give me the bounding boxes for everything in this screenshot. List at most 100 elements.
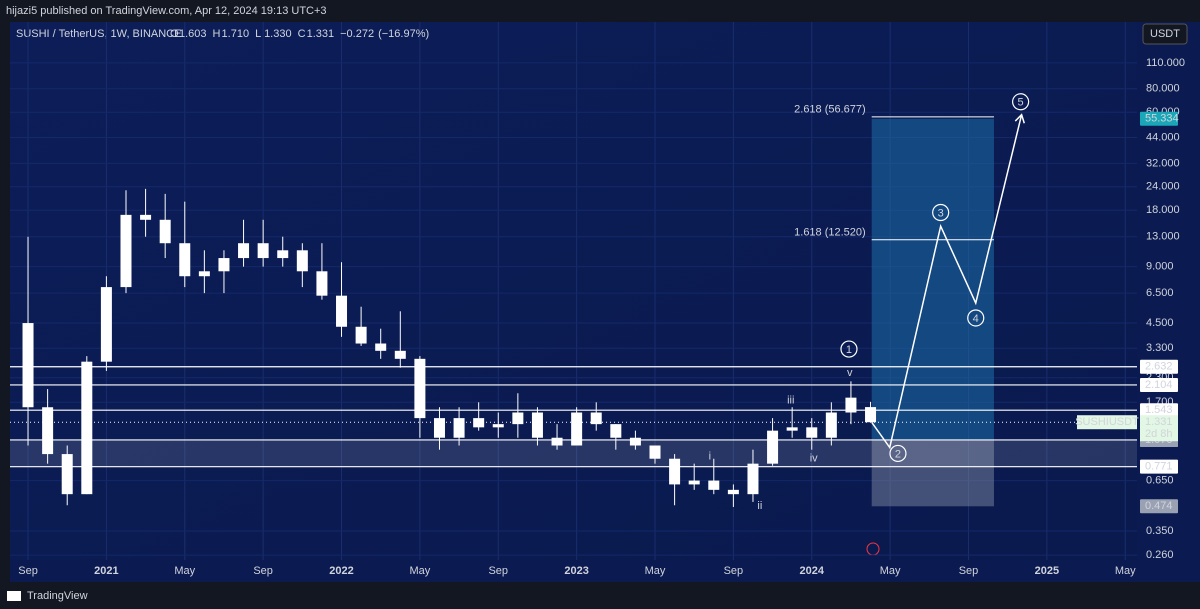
- x-tick-label: 2024: [800, 565, 825, 577]
- x-tick-label: Sep: [488, 565, 508, 577]
- x-tick-label: May: [880, 565, 901, 577]
- x-tick-label: May: [1115, 565, 1136, 577]
- candle-body: [669, 458, 681, 485]
- time-axis: [10, 560, 1137, 582]
- candle-body: [767, 430, 779, 464]
- y-tick-label: 44.000: [1146, 131, 1180, 143]
- candle-body: [551, 437, 563, 446]
- candle-body: [120, 214, 132, 288]
- candle-body: [453, 418, 465, 438]
- ohlc-value: 1.603: [179, 28, 207, 40]
- y-tick-label: 0.350: [1146, 525, 1174, 537]
- footer: TradingView: [7, 590, 88, 602]
- x-tick-label: 2025: [1035, 565, 1059, 577]
- price-badge: [1140, 459, 1178, 474]
- y-tick-label: 3.300: [1146, 342, 1174, 354]
- wave-label: v: [847, 367, 853, 379]
- candle-body: [159, 219, 171, 244]
- y-tick-label: 80.000: [1146, 83, 1180, 95]
- candle-body: [218, 258, 230, 272]
- x-tick-label: Sep: [959, 565, 979, 577]
- wave-circle: [967, 309, 985, 327]
- currency[interactable]: USDT: [1150, 28, 1180, 40]
- candle-body: [571, 412, 583, 446]
- candle-body: [375, 343, 387, 351]
- target-zone: [871, 118, 994, 440]
- x-tick-label: 2023: [564, 565, 588, 577]
- candle-body: [649, 445, 661, 459]
- price-badge-label: 55.334: [1145, 113, 1179, 125]
- candle-body: [688, 480, 700, 485]
- candle-body: [81, 361, 93, 495]
- wave-label: 4: [973, 313, 979, 325]
- candle-body: [277, 250, 289, 259]
- y-tick-label: 24.000: [1146, 181, 1180, 193]
- wave-label: 1: [846, 344, 852, 356]
- price-badge-label: 0.474: [1145, 500, 1173, 512]
- x-tick-label: Sep: [18, 565, 38, 577]
- ohlc-key: C: [298, 28, 306, 40]
- last-price: 1.331: [1145, 416, 1173, 428]
- x-tick-label: Sep: [724, 565, 744, 577]
- x-tick-label: May: [645, 565, 666, 577]
- y-tick-label: 110.000: [1146, 57, 1185, 69]
- arrow-head: [1014, 113, 1025, 124]
- candle-body: [179, 243, 191, 277]
- y-tick-label: 9.000: [1146, 261, 1174, 273]
- candle-body: [708, 480, 720, 490]
- candle-body: [198, 271, 210, 277]
- x-tick-label: May: [409, 565, 430, 577]
- candle-body: [492, 424, 504, 428]
- price-badge: [1140, 377, 1178, 392]
- ohlc-value: 1.331: [307, 28, 335, 40]
- candle-body: [531, 412, 543, 438]
- candle-body: [336, 295, 348, 327]
- x-tick-label: 2021: [94, 565, 118, 577]
- y-tick-label: 32.000: [1146, 157, 1180, 169]
- y-tick-label: 0.260: [1146, 549, 1174, 561]
- wave-projection: [871, 114, 1023, 450]
- candle-body: [296, 250, 308, 272]
- y-tick-label: 13.000: [1146, 231, 1180, 243]
- change-pct: (−16.97%): [378, 28, 429, 40]
- candle-body: [140, 214, 152, 220]
- candle-body: [257, 243, 269, 259]
- x-tick-label: Sep: [253, 565, 273, 577]
- candle-body: [61, 454, 73, 495]
- candle-body: [512, 412, 524, 425]
- candle-body: [316, 271, 328, 296]
- wave-circle: [889, 444, 907, 463]
- fib-label: 2.618 (56.677): [794, 104, 866, 116]
- candle-body: [394, 350, 406, 359]
- ohlc-value: 1.330: [264, 28, 292, 40]
- currency-button[interactable]: [1142, 23, 1188, 45]
- price-badge: [1140, 499, 1178, 514]
- candle-body: [100, 287, 112, 362]
- price-badge-label: 2.104: [1145, 379, 1173, 391]
- candle-body: [786, 427, 798, 431]
- price-badge-label: 2.632: [1145, 361, 1173, 373]
- candle-body: [727, 489, 739, 495]
- wave-label: iii: [787, 394, 794, 406]
- price-badge: [1140, 403, 1178, 418]
- candle-body: [473, 418, 485, 428]
- price-badge: [1140, 359, 1178, 374]
- y-tick-label: 6.500: [1146, 287, 1174, 299]
- fib-label: 1.618 (12.520): [794, 227, 866, 239]
- y-tick-label: 4.500: [1146, 317, 1174, 329]
- wave-label: i: [709, 450, 711, 462]
- wave-label: iv: [810, 452, 818, 464]
- x-tick-label: May: [174, 565, 195, 577]
- brand: TradingView: [27, 590, 88, 602]
- wave-label: 3: [938, 207, 944, 219]
- wave-label: 5: [1018, 97, 1024, 109]
- symbol-badge-label: SUSHIUSDT: [1075, 416, 1139, 428]
- stop-zone: [871, 439, 994, 507]
- x-tick-label: 2022: [329, 565, 353, 577]
- wave-circle: [932, 203, 950, 222]
- candle-body: [42, 407, 54, 455]
- logo: [7, 591, 21, 601]
- candle-body: [238, 243, 250, 259]
